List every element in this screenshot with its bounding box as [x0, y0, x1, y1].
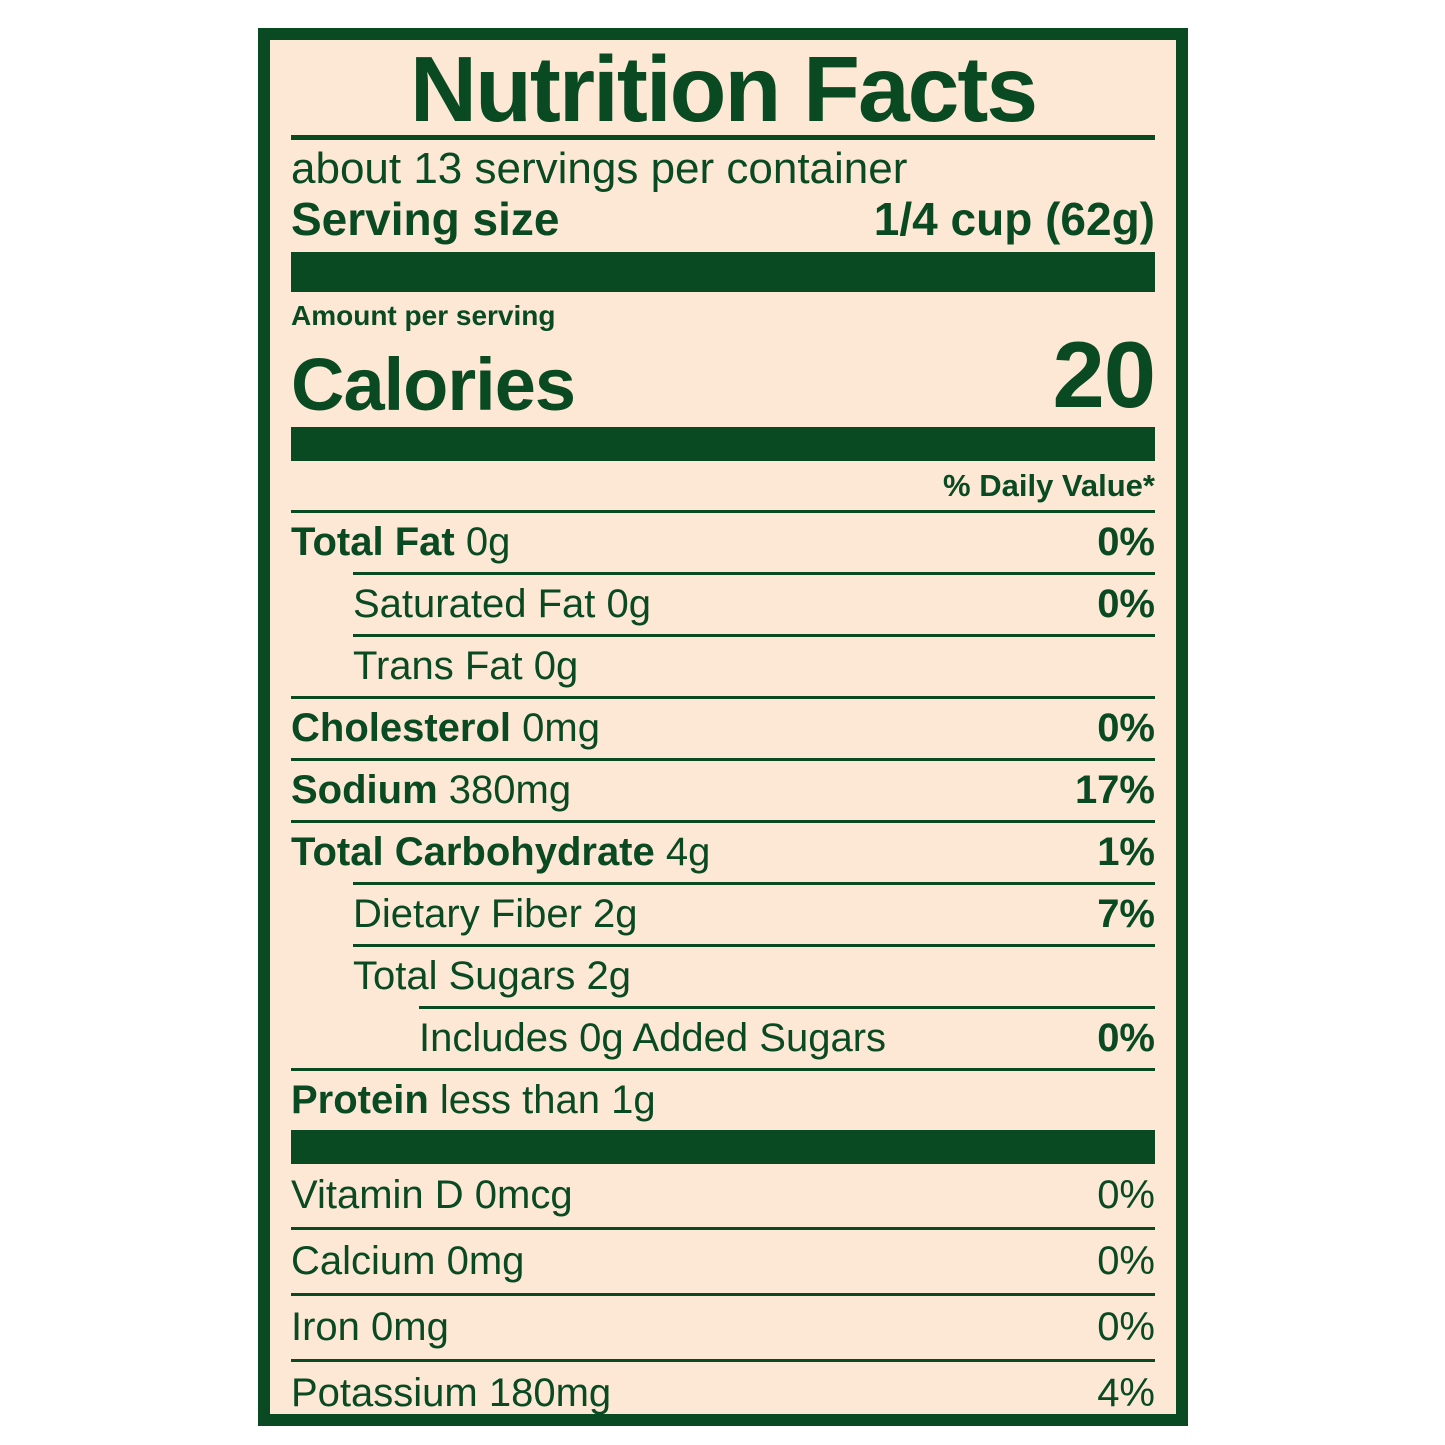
- calories-row: Calories 20: [291, 322, 1156, 428]
- nutrient-row-divider: [291, 1067, 1155, 1071]
- serving-size-label: Serving size: [291, 193, 560, 246]
- nutrient-daily-value: 17%: [1074, 767, 1155, 812]
- nutrient-row: Includes 0g Added Sugars 0%: [291, 1009, 1155, 1068]
- nutrient-daily-value: 0%: [1097, 581, 1155, 626]
- micronutrient-name: Potassium 180mg: [291, 1370, 612, 1414]
- micronutrient-name: Vitamin D 0mcg: [291, 1172, 573, 1217]
- daily-value-header: % Daily Value*: [943, 467, 1155, 503]
- nutrient-row-divider: [291, 695, 1155, 699]
- servings-calories-divider-bar: [291, 252, 1155, 293]
- micronutrient-row: Vitamin D 0mcg 0%: [291, 1164, 1155, 1227]
- nutrient-row-divider: [291, 509, 1155, 513]
- serving-size-row: Serving size 1/4 cup (62g): [291, 193, 1155, 246]
- amount-per-serving-label: Amount per serving: [291, 300, 556, 332]
- micronutrient-row: Calcium 0mg 0%: [291, 1230, 1155, 1293]
- calories-divider-bar: [291, 426, 1155, 461]
- nutrient-name: Trans Fat 0g: [353, 643, 579, 688]
- nutrient-row: Dietary Fiber 2g 7%: [291, 885, 1155, 944]
- nutrient-row: Total Fat 0g 0%: [291, 513, 1155, 572]
- nutrient-row: Protein less than 1g: [291, 1071, 1155, 1130]
- calories-label: Calories: [291, 342, 576, 426]
- nutrient-row: Cholesterol 0mg 0%: [291, 699, 1155, 758]
- nutrition-facts-label: Nutrition Facts about 13 servings per co…: [258, 28, 1188, 1426]
- nutrient-list: Total Fat 0g 0% Saturated Fat 0g 0% Trans Fa…: [291, 509, 1155, 1130]
- nutrient-name: Total Fat 0g: [291, 519, 511, 564]
- micronutrient-row: Potassium 180mg 4%: [291, 1362, 1155, 1414]
- nutrient-name: Sodium 380mg: [291, 767, 572, 812]
- page-title: Nutrition Facts: [409, 40, 1038, 141]
- nutrient-name: Protein less than 1g: [291, 1077, 656, 1122]
- nutrient-row-divider: [291, 819, 1155, 823]
- protein-micronutrient-divider-bar: [291, 1129, 1155, 1164]
- micronutrient-name: Iron 0mg: [291, 1304, 449, 1349]
- nutrient-daily-value: 1%: [1097, 829, 1155, 874]
- nutrient-row-divider: [353, 633, 1155, 637]
- nutrient-name: Total Carbohydrate 4g: [291, 829, 711, 874]
- calories-value: 20: [1052, 322, 1156, 428]
- micronutrient-row-divider: [291, 1292, 1155, 1296]
- micronutrient-row: Iron 0mg 0%: [291, 1296, 1155, 1359]
- micronutrient-row-divider: [291, 1358, 1155, 1362]
- nutrient-row: Trans Fat 0g: [291, 637, 1155, 696]
- nutrition-facts-panel: Nutrition Facts about 13 servings per co…: [270, 40, 1176, 1414]
- micronutrient-name: Calcium 0mg: [291, 1238, 525, 1283]
- nutrient-row-divider: [353, 943, 1155, 947]
- nutrient-daily-value: 7%: [1097, 891, 1155, 936]
- micronutrient-daily-value: 0%: [1097, 1172, 1155, 1217]
- serving-size-value: 1/4 cup (62g): [873, 193, 1155, 246]
- nutrient-row: Total Sugars 2g: [291, 947, 1155, 1006]
- nutrient-daily-value: 0%: [1097, 1015, 1155, 1060]
- nutrient-row-divider: [353, 571, 1155, 575]
- nutrient-daily-value: 0%: [1097, 705, 1155, 750]
- title-divider: [291, 135, 1155, 141]
- nutrient-name: Cholesterol 0mg: [291, 705, 600, 750]
- servings-per-container: about 13 servings per container: [291, 144, 908, 194]
- nutrient-daily-value: 0%: [1097, 519, 1155, 564]
- nutrient-name: Total Sugars 2g: [353, 953, 631, 998]
- nutrient-row: Total Carbohydrate 4g 1%: [291, 823, 1155, 882]
- nutrient-row-divider: [419, 1005, 1155, 1009]
- micronutrient-list: Vitamin D 0mcg 0% Calcium 0mg 0% Iron 0mg 0% P…: [291, 1164, 1155, 1414]
- nutrient-name: Includes 0g Added Sugars: [419, 1015, 887, 1060]
- micronutrient-daily-value: 4%: [1097, 1370, 1155, 1414]
- nutrient-name: Saturated Fat 0g: [353, 581, 651, 626]
- micronutrient-daily-value: 0%: [1097, 1304, 1155, 1349]
- nutrient-row-divider: [291, 757, 1155, 761]
- micronutrient-daily-value: 0%: [1097, 1238, 1155, 1283]
- nutrient-row: Sodium 380mg 17%: [291, 761, 1155, 820]
- nutrient-row: Saturated Fat 0g 0%: [291, 575, 1155, 634]
- nutrient-name: Dietary Fiber 2g: [353, 891, 638, 936]
- nutrient-row-divider: [353, 881, 1155, 885]
- micronutrient-row-divider: [291, 1226, 1155, 1230]
